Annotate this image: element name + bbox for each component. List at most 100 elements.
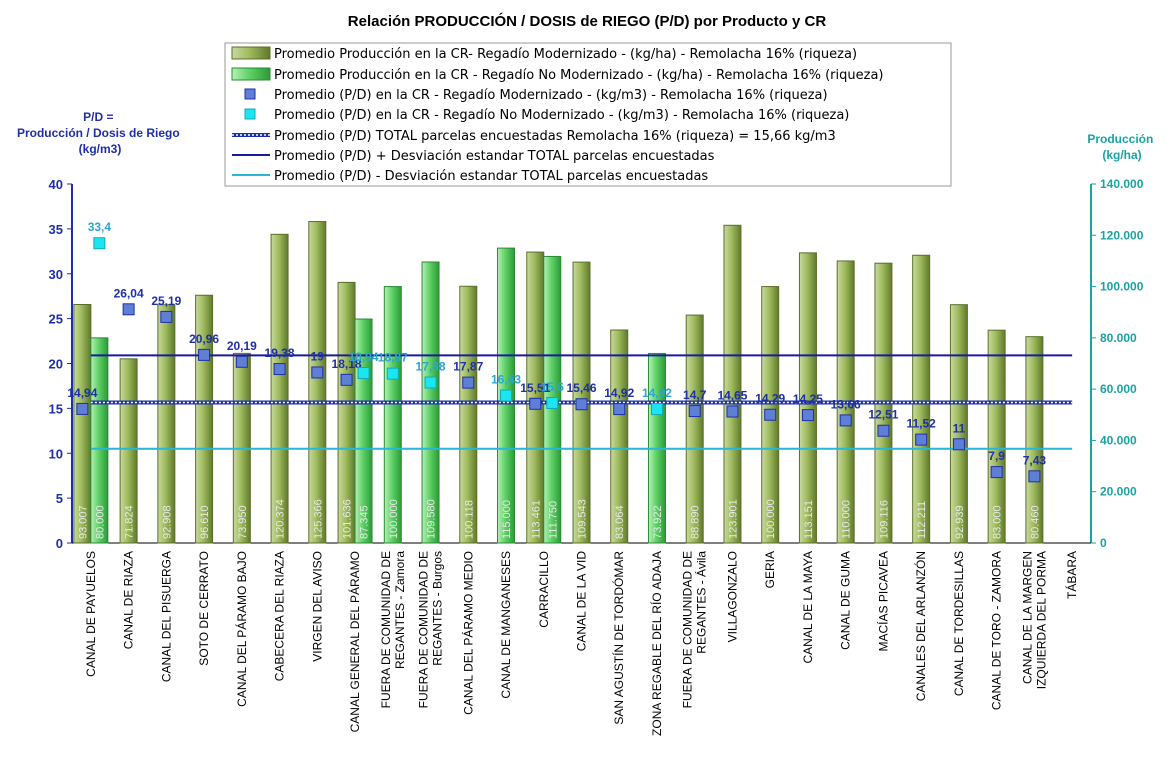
y-axis-left-title-line-2: Producción / Dosis de Riego: [17, 126, 180, 140]
pd-marker-no-modernizado: [93, 237, 106, 250]
pd-marker-modernizado: [1028, 470, 1041, 483]
pd-marker-modernizado: [877, 424, 890, 437]
bar-modernizado-value-label: 110.000: [841, 500, 853, 539]
pd-marker-modernizado-label: 20,96: [189, 332, 219, 346]
pd-marker-modernizado: [462, 376, 475, 389]
pd-marker-modernizado: [273, 363, 286, 376]
bar-modernizado-value-label: 109.116: [878, 500, 890, 539]
bar-modernizado: [157, 304, 176, 544]
bar-modernizado-value-label: 100.000: [765, 499, 777, 539]
category-label: REGANTES - Zamora: [393, 551, 407, 669]
bar-no-modernizado: [383, 286, 402, 544]
bar-modernizado: [723, 224, 742, 544]
category-label: TÁBARA: [1064, 551, 1079, 599]
pd-marker-modernizado-label: 14,92: [604, 386, 634, 400]
y-left-tick-label: 40: [49, 177, 63, 192]
category-label: ZONA REGABLE DEL RÍO ADAJA: [649, 551, 664, 736]
pd-marker-modernizado-label: 14,29: [755, 392, 785, 406]
pd-marker-modernizado-label: 11,52: [906, 417, 936, 431]
bar-modernizado: [987, 329, 1006, 544]
y-axis-right-ticks: 0 20.000 40.000 60.000 80.000 100.000 120.000 1…: [1091, 177, 1144, 550]
pd-marker-no-modernizado: [424, 376, 437, 389]
y-left-tick-label: 35: [49, 222, 63, 237]
pd-marker-modernizado-label: 14,25: [793, 392, 823, 406]
pd-marker-modernizado: [235, 355, 248, 368]
category-label: VILLAGONZALO: [725, 551, 739, 642]
y-left-tick-label: 20: [49, 357, 63, 372]
bar-modernizado-value-label: 123.901: [727, 499, 739, 539]
y-axis-right-title-line-1: Producción: [1087, 132, 1153, 146]
y-left-tick-label: 25: [49, 312, 63, 327]
y-right-tick-label: 60.000: [1100, 382, 1137, 396]
pd-marker-modernizado: [76, 402, 89, 415]
category-label: CANAL DE RIAZA: [122, 551, 136, 649]
category-label: SAN AGUSTÍN DE TORDÓMAR: [611, 551, 626, 725]
bar-modernizado-value-label: 88.890: [690, 505, 702, 539]
bar-modernizado-value-label: 93.007: [77, 505, 89, 539]
bar-modernizado: [270, 233, 289, 544]
pd-marker-modernizado: [990, 466, 1003, 479]
pd-marker-no-modernizado-label: 18,94: [349, 350, 379, 364]
pd-marker-modernizado: [801, 409, 814, 422]
pd-marker-modernizado: [160, 310, 173, 323]
bar-modernizado-value-label: 113.461: [530, 500, 542, 539]
y-axis-left-title-line-3: (kg/m3): [79, 142, 122, 156]
legend-label-modernizado-marker: Promedio (P/D) en la CR - Regadío Modern…: [274, 88, 828, 103]
pd-marker-modernizado: [575, 398, 588, 411]
legend-box: [224, 42, 952, 187]
bar-modernizado-value-label: 100.118: [463, 500, 475, 539]
category-label: CANAL DE LA MARGEN: [1020, 551, 1034, 684]
legend-label-nomodernizado-marker: Promedio (P/D) en la CR - Regadío No Mod…: [274, 108, 849, 123]
category-label: CANAL DE MANGANESES: [499, 551, 513, 699]
bar-no-modernizado-value-label: 73.922: [652, 505, 664, 539]
pd-marker-no-modernizado: [546, 396, 559, 409]
category-labels: CANAL DE PAYUELOS CANAL DE RIAZA CANAL DEL…: [84, 551, 1079, 736]
pd-marker-no-modernizado-label: 17,88: [416, 360, 446, 374]
bar-modernizado-value-label: 125.366: [312, 499, 324, 539]
pd-marker-no-modernizado: [500, 389, 513, 402]
bar-modernizado: [459, 285, 478, 544]
category-label: CANAL DE GUMA: [839, 551, 853, 650]
y-left-tick-label: 15: [49, 401, 63, 416]
bar-modernizado-value-label: 101.636: [342, 499, 354, 539]
category-label: CANAL DE TORDESILLAS: [952, 551, 966, 696]
y-right-tick-label: 80.000: [1100, 331, 1137, 345]
bar-modernizado-value-label: 80.460: [1029, 505, 1041, 539]
bar-modernizado-value-label: 83.064: [614, 505, 626, 539]
y-axis-left-title: P/D = Producción / Dosis de Riego (kg/m3…: [17, 110, 183, 156]
y-axis-right-title-line-2: (kg/ha): [1102, 148, 1141, 162]
bar-modernizado: [949, 304, 968, 544]
y-right-tick-label: 20.000: [1100, 485, 1137, 499]
category-label: VIRGEN DEL AVISO: [310, 551, 324, 662]
y-left-tick-label: 10: [49, 446, 63, 461]
category-label: CANAL GENERAL DEL PÁRAMO: [347, 551, 362, 732]
y-right-tick-label: 100.000: [1100, 280, 1144, 294]
y-left-tick-label: 0: [56, 536, 63, 551]
category-label: CARRACILLO: [537, 551, 551, 628]
pd-marker-modernizado: [726, 405, 739, 418]
pd-marker-modernizado-label: 15,51: [520, 381, 550, 395]
pd-marker-modernizado-label: 14,65: [717, 389, 747, 403]
pd-marker-modernizado: [688, 405, 701, 418]
category-label: IZQUIERDA DEL PORMA: [1034, 551, 1048, 689]
category-label: CANAL DE LA VID: [575, 551, 589, 652]
bar-no-modernizado-value-label: 111.750: [547, 501, 559, 539]
pd-marker-modernizado: [764, 408, 777, 421]
pd-marker-no-modernizado-label: 16,43: [491, 373, 521, 387]
pd-marker-modernizado-label: 14,7: [683, 388, 707, 402]
pd-marker-modernizado: [198, 348, 211, 361]
legend-swatch-nomodernizado-bar: [231, 67, 271, 81]
pd-marker-modernizado-label: 11: [953, 421, 966, 435]
chart-title: Relación PRODUCCIÓN / DOSIS de RIEGO (P/…: [348, 12, 827, 30]
bar-modernizado-value-label: 120.374: [275, 499, 287, 539]
pd-marker-no-modernizado-label: 33,4: [88, 220, 112, 234]
pd-marker-modernizado-label: 7,43: [1023, 453, 1047, 467]
pd-marker-modernizado-label: 14,94: [67, 386, 97, 400]
pd-marker-modernizado-label: 19: [311, 349, 325, 363]
category-label: CANAL DE LA MAYA: [801, 551, 815, 663]
pd-marker-modernizado-label: 13,66: [831, 397, 861, 411]
pd-marker-modernizado-label: 18,18: [332, 357, 362, 371]
bar-no-modernizado-value-label: 80.000: [94, 505, 106, 539]
bar-modernizado-value-label: 83.000: [992, 505, 1004, 539]
category-label: REGANTES - Burgos: [431, 551, 445, 666]
